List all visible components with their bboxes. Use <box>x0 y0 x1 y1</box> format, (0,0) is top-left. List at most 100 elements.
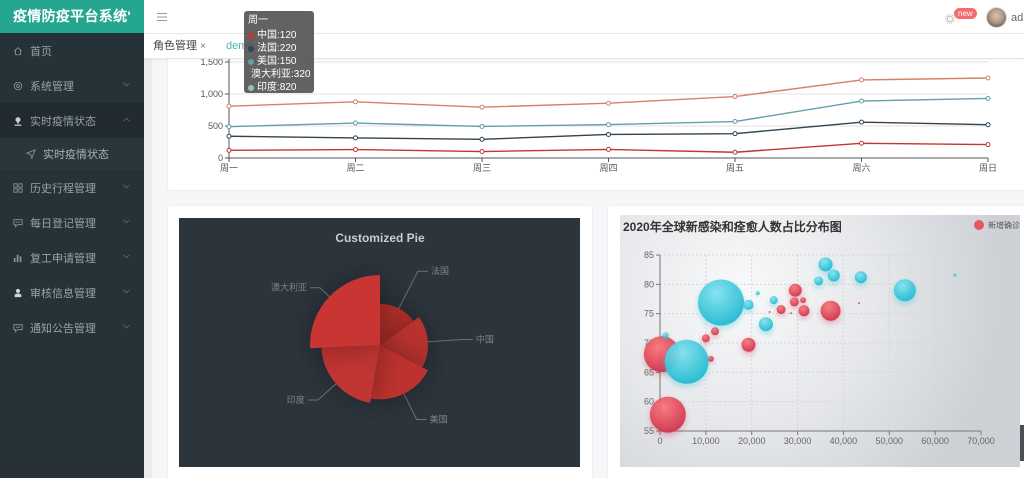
chevron-down-icon <box>123 288 130 294</box>
data-point <box>732 131 738 137</box>
sidebar-subitem-realtime-status[interactable]: 实时疫情状态 <box>0 138 144 170</box>
sidebar-item-label: 审核信息管理 <box>30 287 96 300</box>
pie-sector <box>380 317 428 368</box>
label-line <box>309 287 330 298</box>
tooltip-series-name: 澳大利亚 <box>251 68 294 81</box>
y-tick-label: 85 <box>644 250 654 260</box>
bubble <box>858 302 861 305</box>
data-point <box>353 120 358 126</box>
bubble <box>707 355 714 362</box>
data-point <box>606 131 611 137</box>
x-tick-label: 70,000 <box>967 436 995 446</box>
scrollbar-thumb[interactable] <box>1020 425 1024 461</box>
data-point <box>226 147 232 153</box>
chart-title: Customized Pie <box>335 231 425 245</box>
grid-icon <box>13 182 23 193</box>
sidebar-item-home[interactable]: 首页 <box>0 33 144 68</box>
sidebar-item-travel-history[interactable]: 历史行程管理 <box>0 170 144 205</box>
y-tick-label: 55 <box>644 426 654 436</box>
content-gutter <box>144 59 152 478</box>
pie-sector <box>321 345 380 403</box>
pie-sector <box>310 275 380 349</box>
data-point <box>353 135 358 141</box>
x-tick-label: 周六 <box>852 162 870 173</box>
tooltip-row: 印度820 <box>248 81 310 94</box>
hamburger-icon[interactable] <box>157 12 167 22</box>
sidebar-item-label: 复工申请管理 <box>30 252 96 265</box>
data-point <box>732 94 738 100</box>
data-point <box>859 140 864 146</box>
new-badge: new <box>954 8 977 19</box>
chevron-down-icon <box>123 253 130 259</box>
message-icon <box>13 323 23 333</box>
chat-icon <box>13 218 23 228</box>
data-point <box>353 147 358 153</box>
tooltip-row: 法国220 <box>248 42 310 55</box>
sidebar-item-label: 系统管理 <box>30 80 74 93</box>
chart-title: 2020年全球新感染和痊愈人数占比分布图 <box>623 219 842 234</box>
legend-dot-icon <box>974 220 984 230</box>
data-point <box>985 122 991 128</box>
sidebar-item-realtime-status[interactable]: 实时疫情状态 <box>0 103 144 138</box>
series-dot-icon <box>248 58 254 65</box>
bubble-scatter-chart: 2020年全球新感染和痊愈人数占比分布图 新增确诊 0 10,000 20,000 30,… <box>623 219 1020 446</box>
bubble <box>798 305 810 317</box>
data-point <box>226 124 232 130</box>
bubble <box>768 310 771 313</box>
bubble <box>788 283 802 297</box>
data-point <box>606 100 611 106</box>
username[interactable]: admin <box>1011 12 1024 24</box>
data-point <box>226 103 232 109</box>
bubble <box>769 296 778 305</box>
stacked-line-chart: 0 500 1,000 1,500 周一 周二 周三 周四 周五 周六 周日 <box>200 59 997 173</box>
data-point <box>479 149 485 155</box>
data-point <box>985 95 991 101</box>
bubble <box>662 332 669 339</box>
x-tick-label: 周三 <box>473 163 491 173</box>
bubble <box>820 300 841 321</box>
bubble <box>789 297 799 307</box>
y-tick-label: 500 <box>208 121 223 131</box>
tooltip-series-value: 120 <box>279 30 297 41</box>
y-tick-label: 80 <box>644 279 654 289</box>
sidebar: 疫情防疫平台系统' 首页 系统管理 实时疫情状态 实时疫情状态 历史行程管理 每… <box>0 0 144 478</box>
gear-icon[interactable] <box>945 14 955 24</box>
data-point <box>606 122 611 128</box>
tooltip-row: 澳大利亚320 <box>248 68 310 81</box>
tooltip-series-name: 中国 <box>257 29 280 42</box>
sidebar-item-daily-registration[interactable]: 每日登记管理 <box>0 205 144 240</box>
tooltip-row: 美国150 <box>248 55 310 68</box>
app-logo-title: 疫情防疫平台系统' <box>0 0 144 33</box>
x-tick-label: 0 <box>657 436 662 446</box>
x-tick-label: 10,000 <box>692 436 720 446</box>
home-icon <box>13 46 23 56</box>
label-line <box>398 270 428 309</box>
pie-sector <box>380 303 414 345</box>
main-content: 0 500 1,000 1,500 周一 周二 周三 周四 周五 周六 周日 Customized … <box>144 59 1024 478</box>
sidebar-item-review-info[interactable]: 审核信息管理 <box>0 275 144 310</box>
series-dot-icon <box>248 32 254 39</box>
bubble <box>741 337 756 352</box>
bubble <box>814 276 824 286</box>
tab-close-icon[interactable]: × <box>200 41 206 52</box>
bubble <box>711 327 720 336</box>
pie-chart-panel: Customized Pie 法国 中国 美国 印度 澳大利亚 <box>179 218 580 467</box>
data-point <box>985 75 991 81</box>
sidebar-item-notice-management[interactable]: 通知公告管理 <box>0 310 144 345</box>
bubble <box>818 257 833 272</box>
tab-role-management[interactable]: 角色管理 × <box>153 34 206 59</box>
sidebar-item-label: 每日登记管理 <box>30 217 96 230</box>
x-tick-label: 30,000 <box>784 436 812 446</box>
label-line <box>307 383 337 401</box>
data-point <box>859 98 864 104</box>
tooltip-series-name: 美国 <box>257 55 280 68</box>
sidebar-item-work-resumption[interactable]: 复工申请管理 <box>0 240 144 275</box>
bubble <box>893 279 916 302</box>
bubble <box>649 396 686 433</box>
data-point <box>985 142 991 148</box>
x-tick-label: 40,000 <box>830 436 858 446</box>
avatar[interactable] <box>986 7 1007 28</box>
bar-chart-icon <box>13 253 23 263</box>
sidebar-item-system-management[interactable]: 系统管理 <box>0 68 144 103</box>
x-tick-label: 周日 <box>979 163 997 173</box>
